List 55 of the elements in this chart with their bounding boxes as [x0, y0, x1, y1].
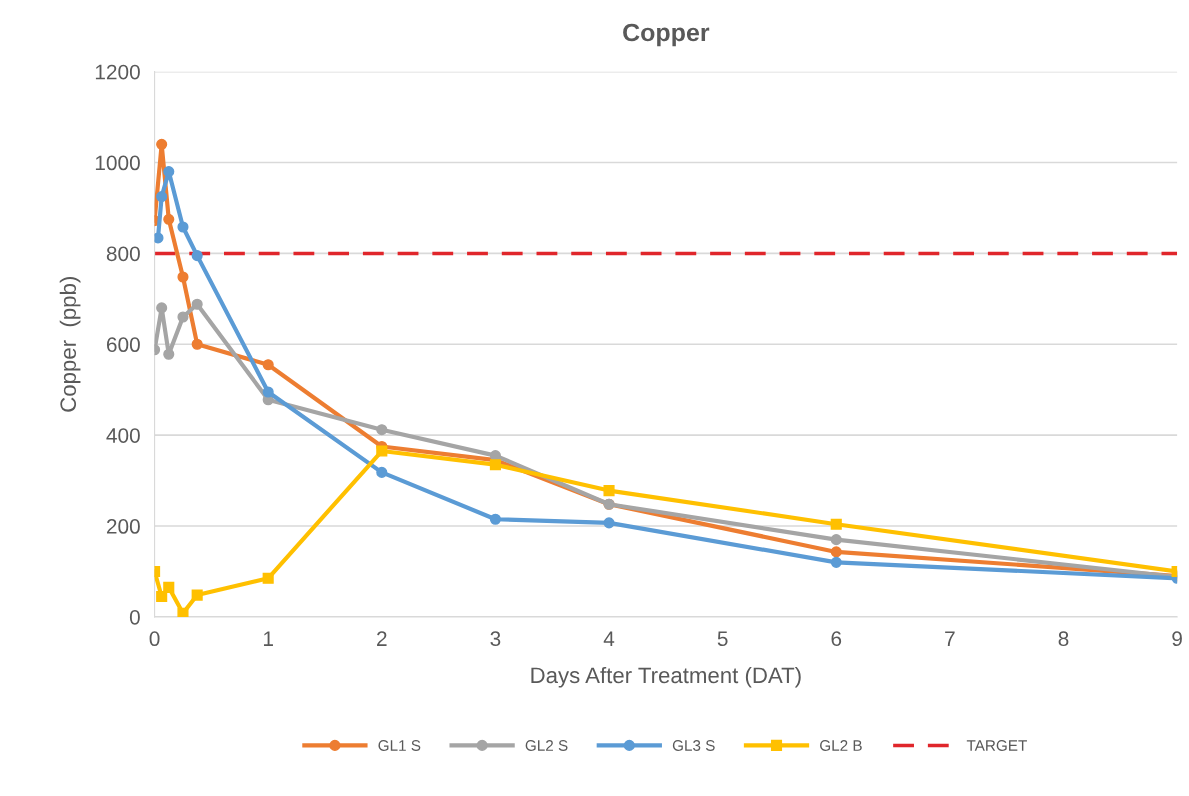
x-tick-label: 2: [377, 631, 387, 646]
legend-label: GL1 S: [378, 740, 421, 751]
y-tick-label: 1200: [95, 64, 140, 80]
y-tick-label: 200: [106, 519, 140, 534]
x-tick-label: 7: [945, 631, 955, 646]
point: [177, 221, 189, 233]
x-tick-label: 9: [1172, 631, 1182, 647]
point: [191, 338, 203, 350]
point: [163, 348, 175, 360]
y-tick-label: 0: [129, 609, 140, 625]
point: [177, 311, 189, 323]
y-tick-label: 600: [106, 337, 140, 353]
x-tick-label: 5: [717, 631, 728, 647]
point: [156, 191, 168, 203]
point: [489, 459, 501, 471]
point: [603, 517, 615, 529]
legend-label: GL2 B: [820, 740, 862, 751]
point: [163, 581, 175, 593]
x-tick-label: 8: [1058, 631, 1069, 647]
point: [262, 572, 274, 584]
x-tick-label: 4: [603, 631, 615, 646]
point: [830, 518, 842, 530]
point: [156, 302, 168, 314]
point: [191, 589, 203, 601]
chart-title: Copper: [623, 23, 710, 47]
x-tick-label: 6: [831, 631, 842, 647]
point: [830, 546, 842, 558]
legend-label: TARGET: [966, 740, 1027, 751]
legend-label: GL3 S: [672, 740, 715, 751]
point: [489, 513, 501, 525]
x-tick-label: 1: [263, 631, 273, 646]
point: [191, 298, 203, 310]
point: [156, 590, 168, 603]
legend-label: GL2 S: [525, 740, 568, 751]
point: [163, 213, 175, 225]
point: [177, 271, 189, 283]
y-tick-label: 1000: [95, 155, 140, 171]
point: [262, 359, 274, 371]
point: [376, 445, 388, 457]
point: [376, 424, 388, 436]
point: [191, 250, 203, 262]
point: [830, 534, 842, 546]
y-tick-label: 400: [106, 428, 140, 443]
x-tick-label: 3: [490, 631, 501, 647]
point: [262, 386, 274, 398]
x-axis-title: Days After Treatment (DAT): [531, 666, 801, 688]
point: [177, 607, 189, 617]
y-axis-title: Copper (ppb): [59, 277, 81, 412]
point: [603, 485, 615, 497]
point: [830, 556, 842, 568]
x-tick-label: 0: [149, 631, 160, 647]
point: [154, 232, 164, 244]
point: [156, 138, 168, 150]
y-tick-label: 800: [106, 246, 140, 262]
point: [376, 466, 388, 478]
